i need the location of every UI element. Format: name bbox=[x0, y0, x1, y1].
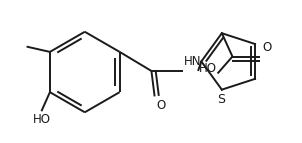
Text: HO: HO bbox=[198, 61, 217, 75]
Text: HO: HO bbox=[32, 113, 50, 126]
Text: S: S bbox=[217, 93, 225, 106]
Text: O: O bbox=[157, 99, 166, 112]
Text: O: O bbox=[262, 41, 271, 54]
Text: HN: HN bbox=[184, 55, 202, 68]
